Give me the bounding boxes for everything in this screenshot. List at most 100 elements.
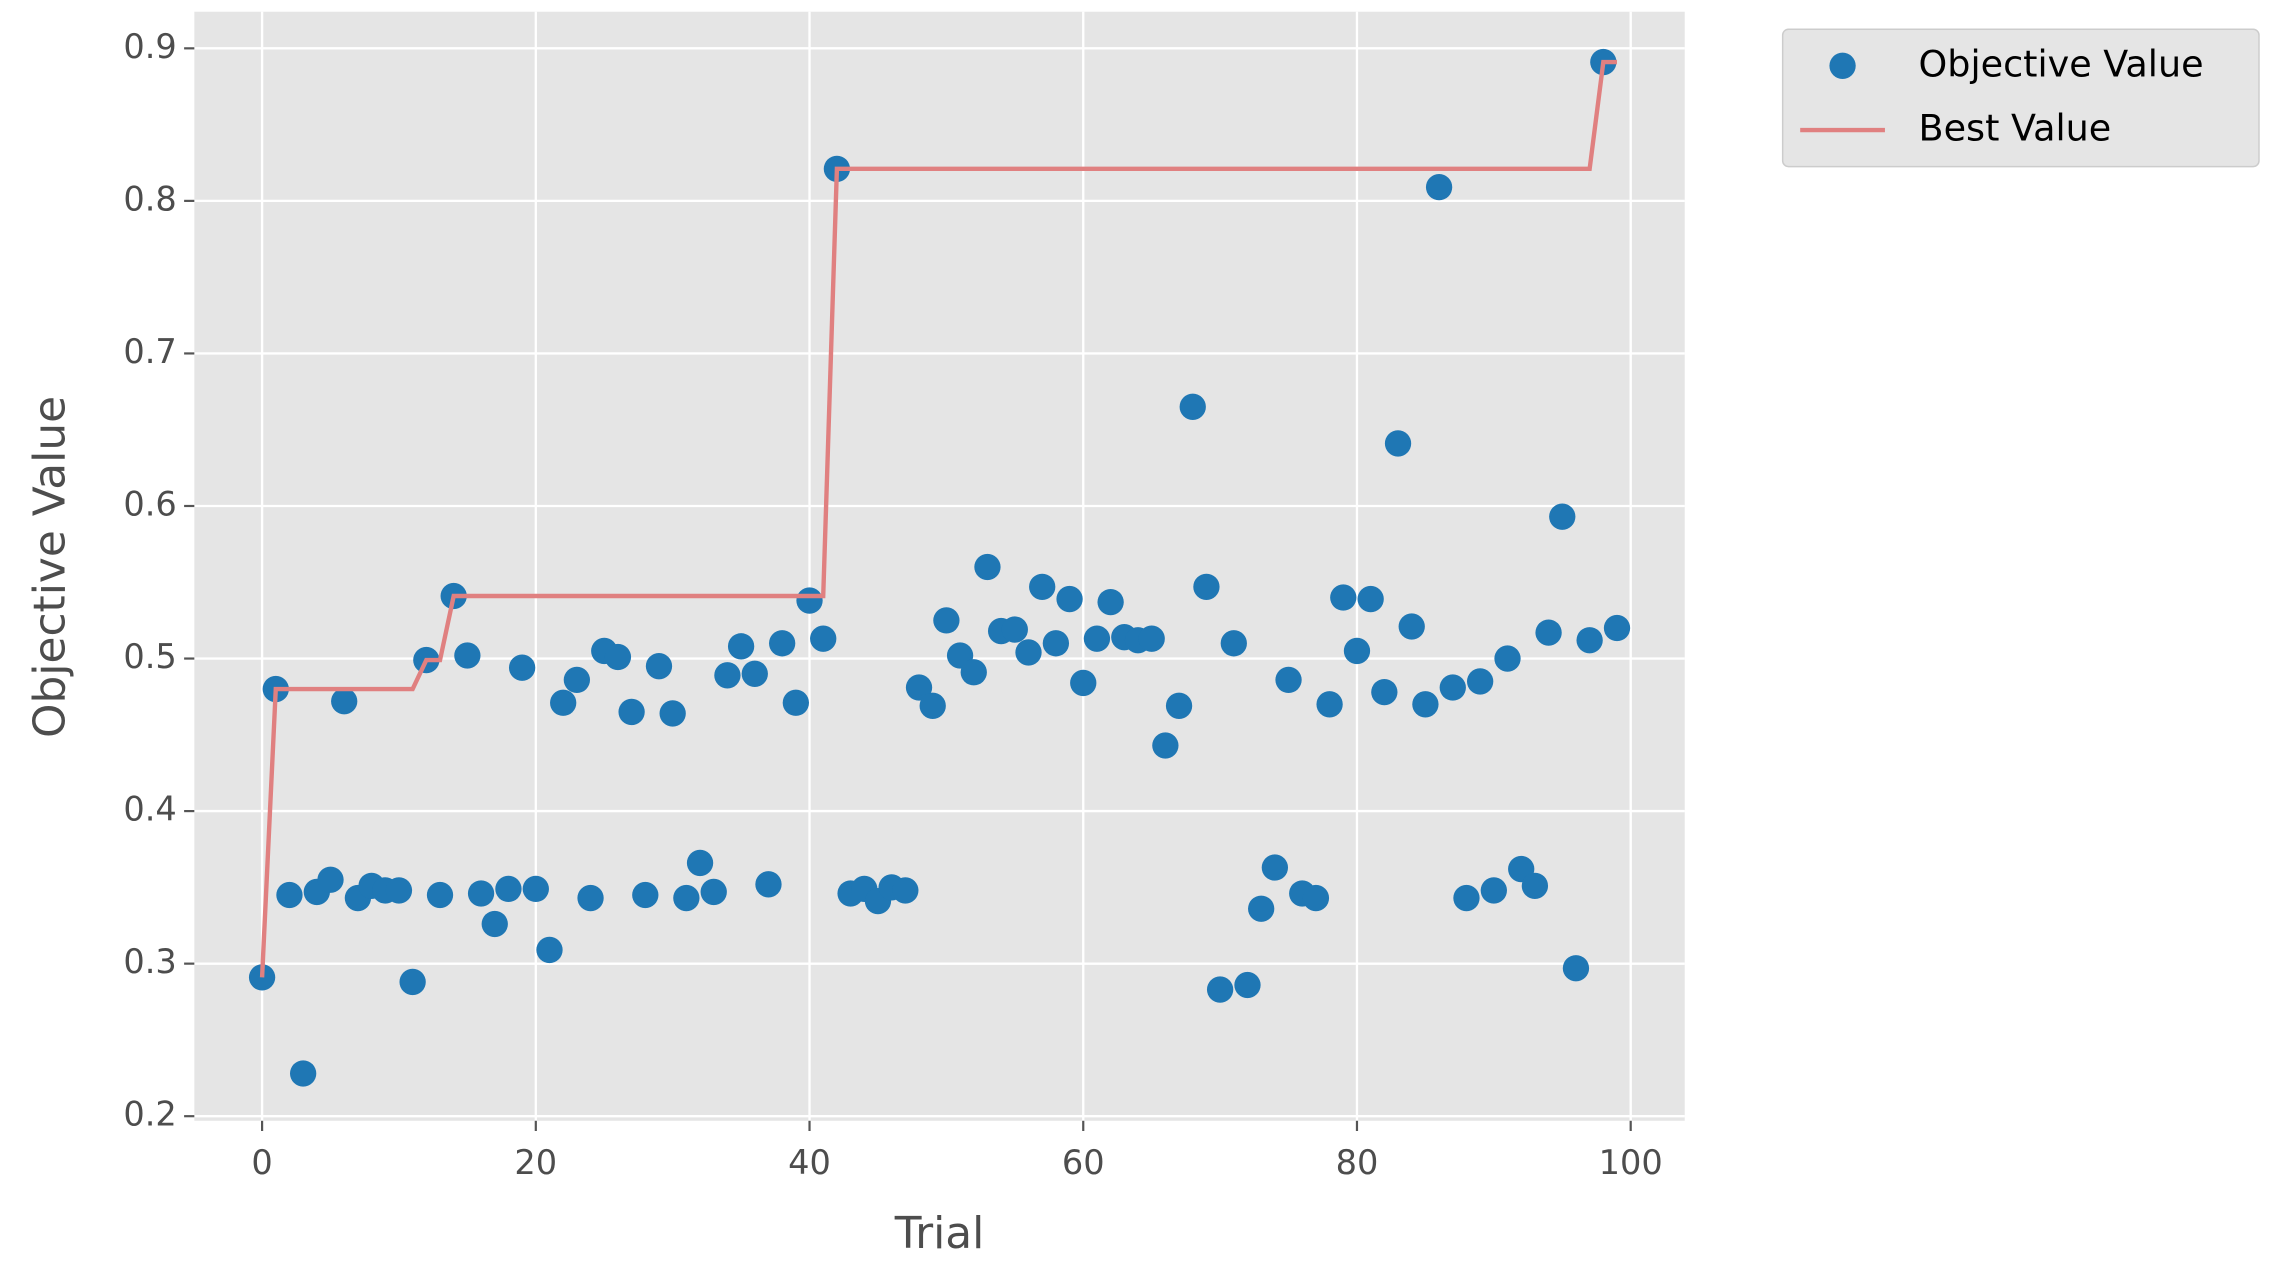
- point: [755, 871, 782, 898]
- point: [1056, 585, 1083, 613]
- legend-label: Objective Value: [1919, 42, 2204, 85]
- point: [1316, 691, 1343, 718]
- best-value-line: [259, 59, 1618, 978]
- point: [276, 881, 303, 909]
- point: [1603, 614, 1631, 642]
- point: [1234, 971, 1261, 999]
- x-tick-label: 80: [1336, 1143, 1379, 1182]
- point: [960, 659, 987, 686]
- point: [317, 866, 344, 893]
- x-tick-label: 0: [251, 1143, 272, 1182]
- y-tick-label: 0.9: [123, 27, 176, 66]
- point: [714, 662, 741, 689]
- point: [1042, 630, 1070, 657]
- point: [604, 643, 632, 671]
- point: [1001, 616, 1028, 643]
- point: [659, 700, 686, 727]
- point: [1562, 955, 1590, 982]
- x-tick-label: 40: [788, 1143, 831, 1182]
- point: [1384, 430, 1412, 457]
- y-axis-label: Objective Value: [25, 396, 76, 738]
- point: [1248, 895, 1275, 922]
- point: [673, 884, 700, 912]
- legend-box: [1781, 28, 2260, 168]
- point: [933, 607, 960, 634]
- point: [1425, 174, 1453, 201]
- point: [686, 849, 714, 877]
- point: [550, 689, 577, 716]
- point: [1576, 627, 1603, 654]
- point: [632, 881, 659, 909]
- point: [1138, 625, 1165, 652]
- point: [1439, 674, 1466, 701]
- point: [782, 689, 809, 716]
- point: [1466, 668, 1494, 695]
- x-axis-label: Trial: [894, 1208, 985, 1259]
- point: [1179, 393, 1206, 420]
- y-tick-label: 0.8: [123, 179, 176, 218]
- point: [1220, 630, 1247, 657]
- point: [563, 666, 591, 694]
- point: [796, 587, 823, 614]
- point: [1480, 877, 1507, 904]
- point: [467, 880, 495, 907]
- point: [385, 877, 413, 904]
- point: [1343, 637, 1371, 665]
- point: [1261, 854, 1289, 881]
- point: [1398, 613, 1425, 640]
- point: [1275, 666, 1302, 694]
- point: [1083, 625, 1111, 652]
- point: [289, 1060, 317, 1087]
- point: [892, 877, 919, 904]
- point: [1015, 639, 1042, 666]
- x-tick-label: 100: [1599, 1143, 1663, 1182]
- point: [1070, 669, 1097, 697]
- point: [1521, 872, 1549, 899]
- point: [399, 968, 426, 996]
- point: [1494, 645, 1521, 672]
- point: [810, 625, 837, 652]
- point: [508, 654, 536, 681]
- point: [536, 936, 563, 964]
- point: [974, 553, 1001, 581]
- point: [645, 653, 673, 680]
- point: [577, 884, 604, 912]
- y-tick-label: 0.2: [123, 1095, 176, 1134]
- point: [1097, 588, 1124, 616]
- point: [919, 692, 946, 719]
- x-tick-label: 20: [514, 1143, 557, 1182]
- point: [741, 660, 768, 687]
- point: [1535, 619, 1562, 646]
- point: [1302, 884, 1330, 912]
- y-tick-label: 0.7: [123, 332, 176, 371]
- point: [1330, 584, 1357, 611]
- point: [1357, 585, 1384, 613]
- plot-area: [194, 11, 1685, 1121]
- point: [1206, 976, 1234, 1003]
- y-tick-label: 0.6: [123, 484, 176, 523]
- point: [481, 910, 508, 938]
- point: [769, 630, 796, 657]
- point: [495, 875, 522, 903]
- point: [426, 881, 454, 909]
- point: [522, 875, 549, 903]
- point: [1029, 573, 1056, 600]
- point: [331, 688, 358, 715]
- point: [1453, 884, 1480, 912]
- point: [1412, 691, 1439, 718]
- point: [618, 698, 645, 726]
- point: [700, 878, 727, 906]
- point: [1152, 732, 1179, 759]
- legend-label: Best Value: [1919, 107, 2112, 150]
- point: [454, 642, 481, 669]
- y-tick-label: 0.5: [123, 637, 176, 676]
- point: [1371, 678, 1398, 706]
- y-tick-label: 0.4: [123, 790, 176, 829]
- point: [1193, 573, 1220, 600]
- y-tick-label: 0.3: [123, 942, 176, 981]
- x-tick-label: 60: [1062, 1143, 1105, 1182]
- point: [1165, 692, 1193, 719]
- point: [905, 674, 933, 701]
